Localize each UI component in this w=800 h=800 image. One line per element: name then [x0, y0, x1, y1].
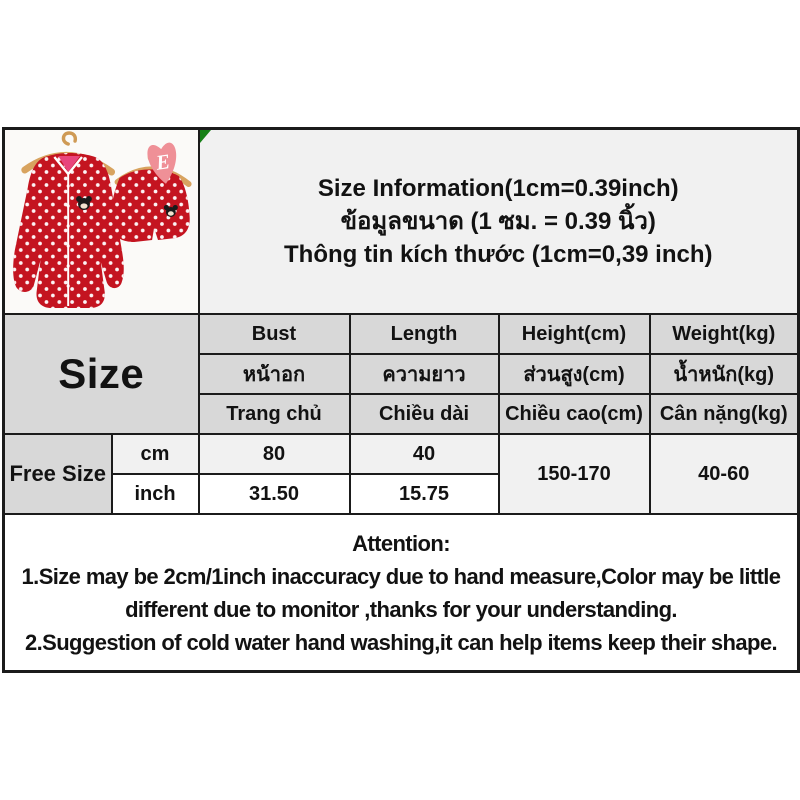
product-photo-cell: E [2, 127, 200, 315]
mickey-embroidery [76, 196, 92, 210]
attention-line-1: 1.Size may be 2cm/1inch inaccuracy due t… [21, 563, 782, 589]
length-cm-value: 40 [348, 433, 500, 475]
title-vi: Thông tin kích thước (1cm=0,39 inch) [284, 241, 713, 268]
bust-cm-value: 80 [197, 433, 351, 475]
height-range-value: 150-170 [497, 433, 651, 515]
attention-line-2: different due to monitor ,thanks for you… [125, 596, 677, 622]
header-height-en: Height(cm) [497, 313, 651, 355]
header-length-vi: Chiều dài [348, 393, 500, 435]
corner-size-label: Size [2, 313, 200, 435]
header-height-th: ส่วนสูง(cm) [497, 353, 651, 395]
unit-cm-label: cm [110, 433, 200, 475]
attention-line-3: 2.Suggestion of cold water hand washing,… [24, 629, 778, 655]
green-corner-marker [200, 130, 211, 143]
attention-heading: Attention: [352, 530, 450, 556]
header-weight-en: Weight(kg) [648, 313, 800, 355]
collar-lining [58, 156, 81, 172]
collar-piping [53, 156, 83, 175]
header-bust-vi: Trang chủ [197, 393, 351, 435]
header-length-en: Length [348, 313, 500, 355]
header-weight-vi: Cân nặng(kg) [648, 393, 800, 435]
unit-inch-label: inch [110, 473, 200, 515]
product-photo: E [5, 130, 197, 313]
header-length-th: ความยาว [348, 353, 500, 395]
title-en: Size Information(1cm=0.39inch) [317, 175, 679, 202]
pajama-product-illustration: E [5, 130, 197, 313]
title-th: ข้อมูลขนาด (1 ซม. = 0.39 นิ้ว) [340, 208, 656, 235]
bust-inch-value: 31.50 [197, 473, 351, 515]
heart-label: E [153, 149, 171, 175]
header-weight-th: น้ำหนัก(kg) [648, 353, 800, 395]
pajama-shorts [111, 169, 190, 242]
weight-range-value: 40-60 [648, 433, 800, 515]
buttons [66, 184, 70, 288]
title-cell: Size Information(1cm=0.39inch) ข้อมูลขนา… [197, 127, 800, 315]
header-height-vi: Chiều cao(cm) [497, 393, 651, 435]
size-chart-table: E Size Information(1cm=0.39inch) ข้อมูลข… [2, 127, 800, 673]
pajama-shirt [13, 153, 124, 308]
size-name-cell: Free Size [2, 433, 113, 515]
header-bust-th: หน้าอก [197, 353, 351, 395]
mickey-embroidery [163, 204, 178, 217]
attention-note: Attention: 1.Size may be 2cm/1inch inacc… [2, 513, 800, 673]
length-inch-value: 15.75 [348, 473, 500, 515]
header-bust-en: Bust [197, 313, 351, 355]
heart-badge: E [147, 142, 177, 184]
